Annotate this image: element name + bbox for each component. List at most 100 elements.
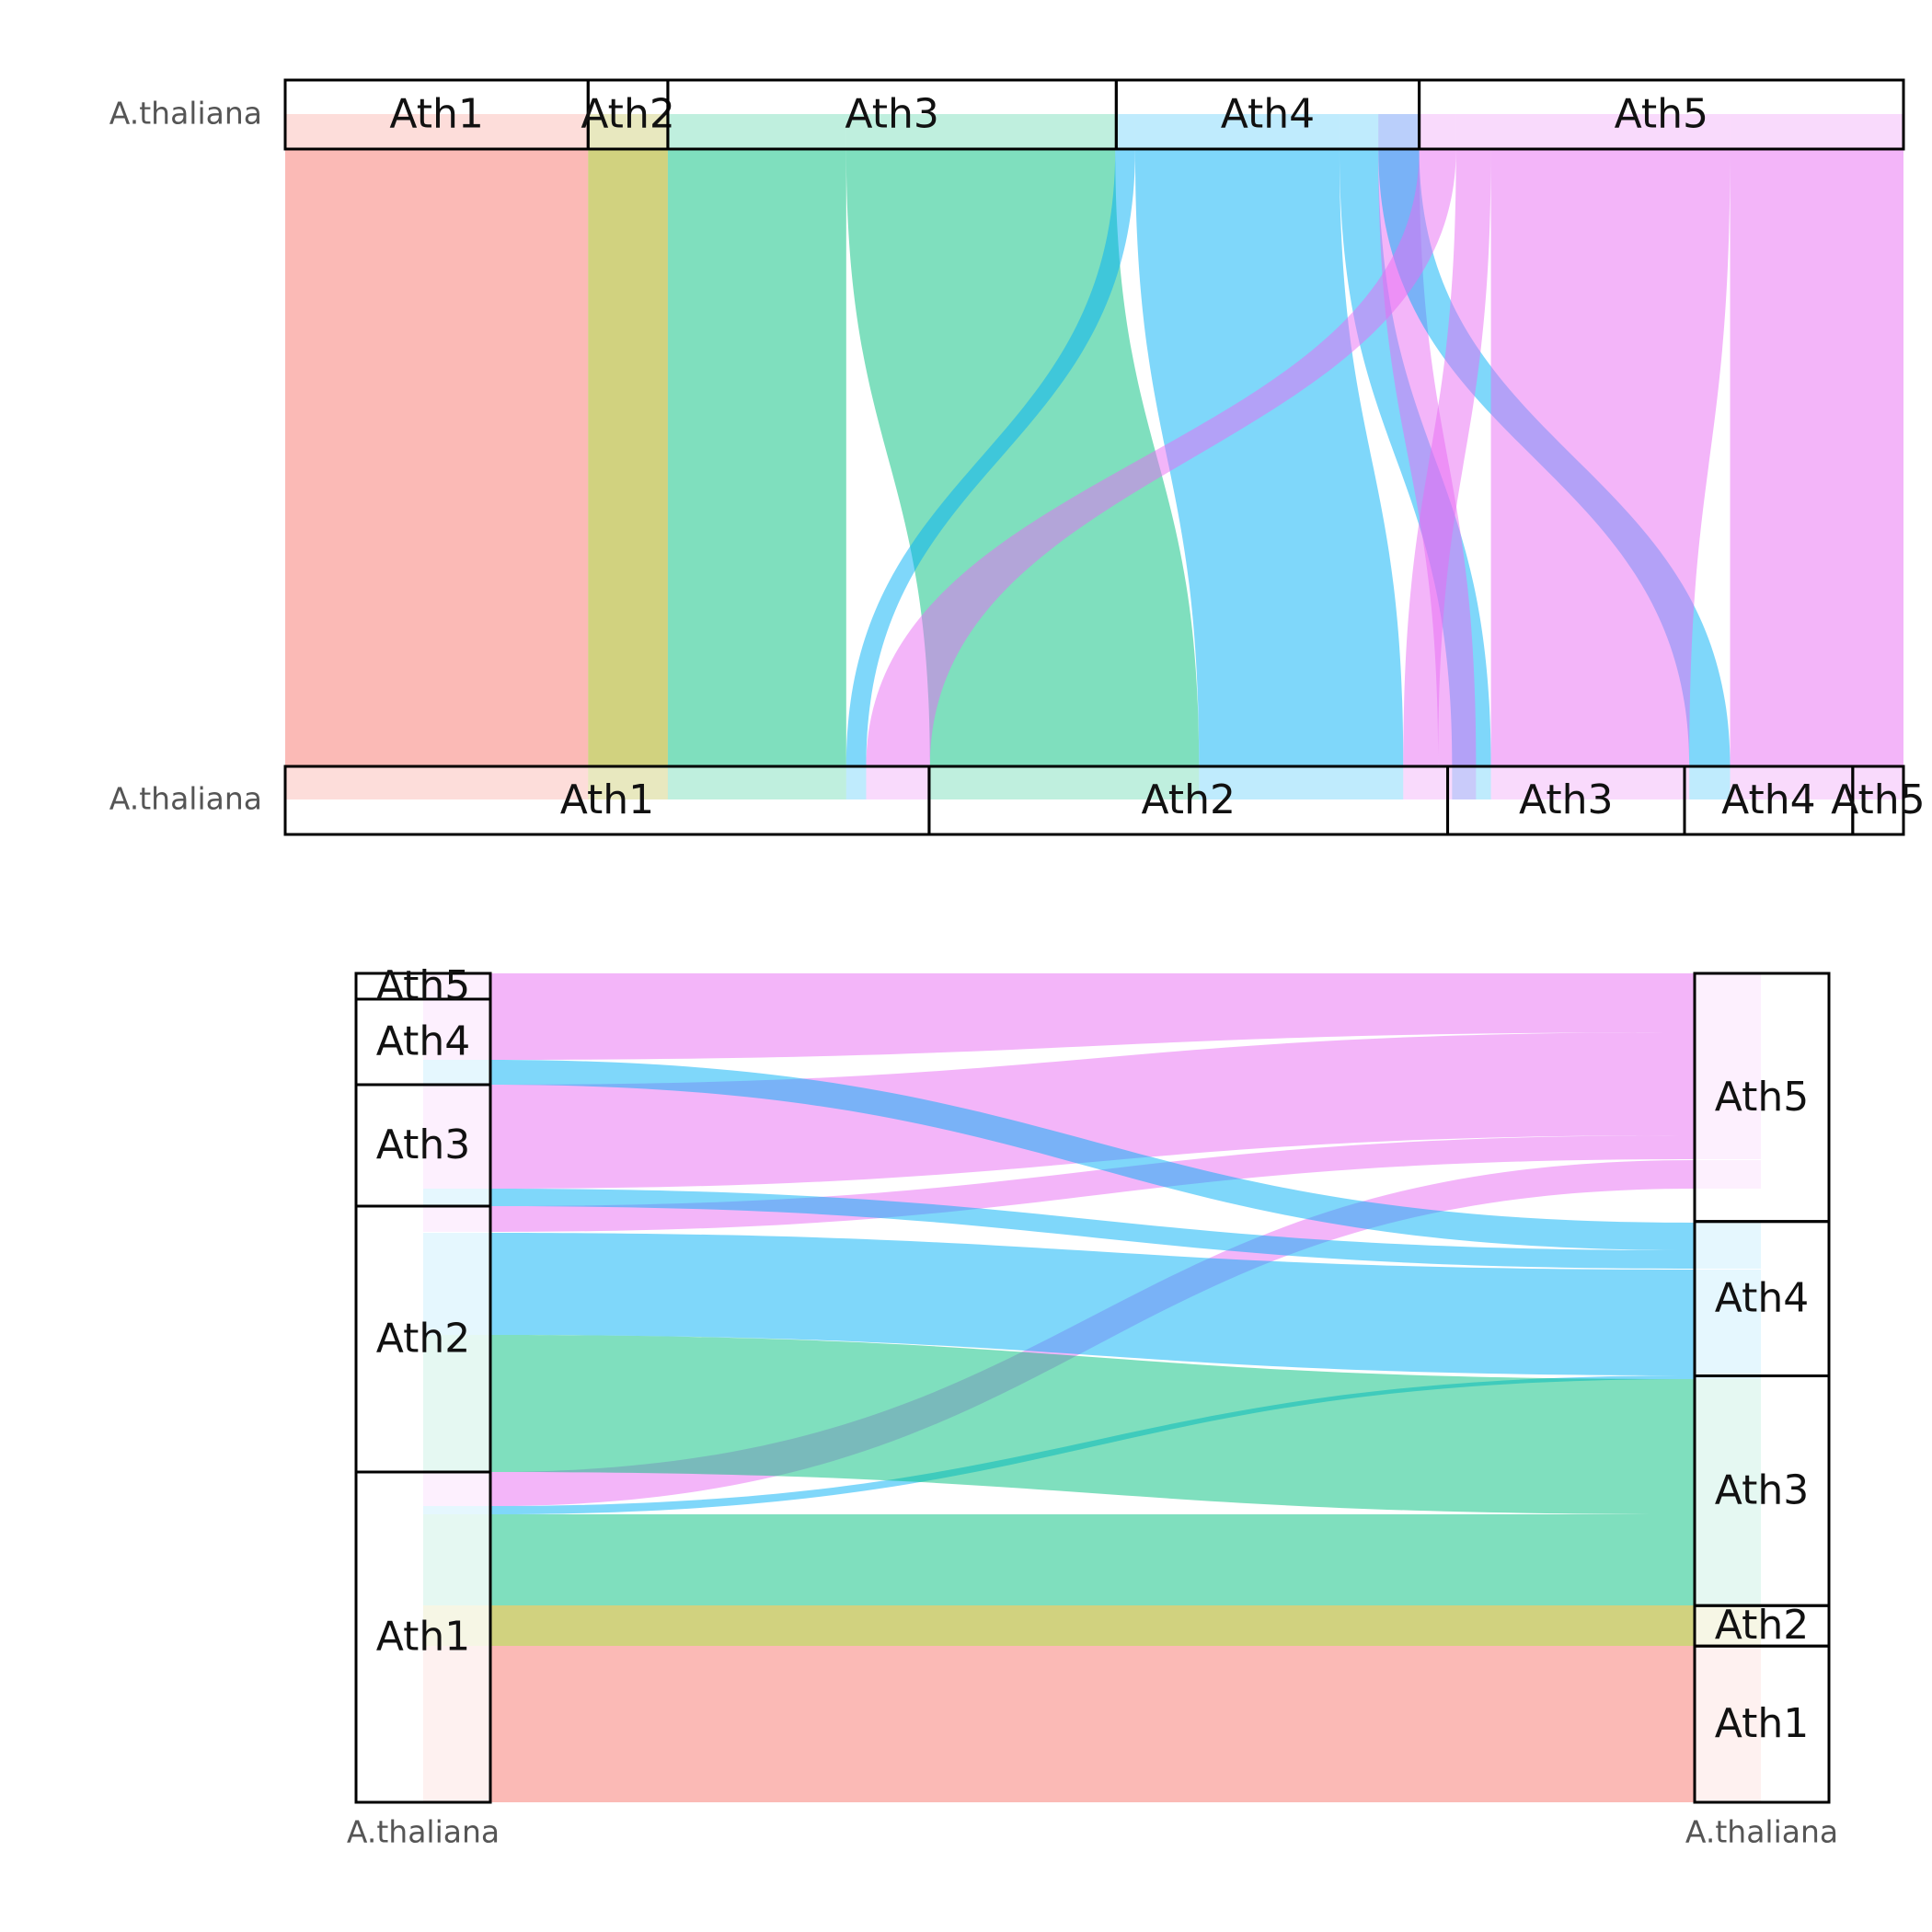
right-genome-label: A.thaliana xyxy=(1685,1814,1838,1850)
left-chrom-label: Ath3 xyxy=(376,1121,470,1168)
left-genome-label: A.thaliana xyxy=(347,1814,500,1850)
left-chrom-label: Ath2 xyxy=(376,1316,470,1363)
link-layer xyxy=(423,973,1761,1802)
top-chrom-label: Ath3 xyxy=(845,91,938,138)
top-strip xyxy=(285,114,589,149)
top-strip xyxy=(845,114,1116,149)
top-strip xyxy=(1115,114,1135,149)
right-strip xyxy=(1695,1223,1761,1250)
synteny-link xyxy=(490,973,1695,1060)
bottom-strip xyxy=(667,766,846,799)
left-strip xyxy=(423,1646,490,1802)
left-chrom-label: Ath4 xyxy=(376,1018,470,1065)
synteny-link xyxy=(667,149,846,766)
left-strip xyxy=(423,1335,490,1472)
top-strip xyxy=(1730,114,1903,149)
top-strip xyxy=(1134,114,1340,149)
top-strip xyxy=(1419,114,1456,149)
bottom-chrom-ath5 xyxy=(1851,765,1905,836)
left-strip xyxy=(423,1189,490,1206)
left-chrom-ath5 xyxy=(354,972,492,1001)
right-strip xyxy=(1695,1605,1761,1646)
top-chrom-label: Ath5 xyxy=(1615,91,1708,138)
top-strip xyxy=(667,114,846,149)
left-strip xyxy=(423,1085,490,1189)
left-strip xyxy=(423,1233,490,1335)
synteny-link xyxy=(490,1646,1695,1802)
top-chrom-ath5 xyxy=(1418,78,1905,151)
right-chrom-label: Ath3 xyxy=(1715,1466,1809,1513)
bottom-chrom-label: Ath3 xyxy=(1519,776,1613,823)
left-strip xyxy=(423,1206,490,1232)
bottom-chrom-label: Ath1 xyxy=(560,776,654,823)
bottom-strip xyxy=(845,766,867,799)
left-chrom-label: Ath1 xyxy=(376,1614,470,1661)
sankey-chart-vertical: Ath1 Ath2 Ath3 Ath4 Ath5 Ath1 Ath2 Ath3 Ath4 Ath5… xyxy=(347,962,1838,1850)
right-chrom-ath5 xyxy=(1693,972,1831,1224)
top-strip xyxy=(1378,114,1420,149)
left-chrom-label: Ath5 xyxy=(376,962,470,1009)
right-strip xyxy=(1695,1270,1761,1375)
right-strip xyxy=(1695,973,1761,1032)
left-strip xyxy=(423,1472,490,1506)
synteny-link xyxy=(490,1233,1695,1375)
bottom-strip xyxy=(1438,766,1477,799)
bottom-chrom-label: Ath5 xyxy=(1831,776,1925,823)
synteny-link xyxy=(490,1514,1695,1605)
synteny-link xyxy=(490,1189,1695,1269)
top-strip xyxy=(1490,114,1731,149)
top-chrom-label: Ath1 xyxy=(389,91,483,138)
synteny-link xyxy=(490,1032,1695,1189)
bottom-strip xyxy=(1403,766,1439,799)
top-chrom-label: Ath2 xyxy=(581,91,674,138)
synteny-link xyxy=(588,149,668,766)
synteny-link xyxy=(490,1060,1695,1250)
synteny-link xyxy=(1730,149,1903,766)
left-strip xyxy=(423,1514,490,1605)
bottom-strip xyxy=(588,766,668,799)
bottom-chrom-label: Ath4 xyxy=(1721,776,1815,823)
synteny-link xyxy=(490,1605,1695,1646)
bottom-strip xyxy=(1199,766,1404,799)
link-layer xyxy=(285,114,1903,799)
left-strip xyxy=(423,973,490,1060)
right-strip xyxy=(1695,1032,1761,1135)
synteny-link xyxy=(1490,149,1731,766)
bottom-chrom-label: Ath2 xyxy=(1141,776,1235,823)
top-genome-label: A.thaliana xyxy=(109,96,262,132)
right-strip xyxy=(1695,1250,1761,1269)
bottom-strip xyxy=(929,766,1200,799)
right-strip xyxy=(1695,1646,1761,1802)
bottom-strip xyxy=(1730,766,1903,799)
synteny-link xyxy=(1134,149,1404,766)
bottom-strip xyxy=(1689,766,1731,799)
right-strip xyxy=(1695,1379,1761,1514)
sankey-chart-horizontal: Ath1 Ath2 Ath3 Ath4 Ath5 Ath1 Ath2 Ath3 Ath4 Ath5… xyxy=(109,78,1926,836)
right-strip xyxy=(1695,1514,1761,1605)
synteny-link xyxy=(1403,149,1491,766)
bottom-strip xyxy=(285,766,589,799)
top-chrom-label: Ath4 xyxy=(1221,91,1315,138)
bottom-strip xyxy=(1452,766,1491,799)
top-strip xyxy=(1339,114,1379,149)
left-strip xyxy=(423,1506,490,1514)
synteny-link xyxy=(1378,149,1477,766)
top-strip xyxy=(588,114,668,149)
left-strip xyxy=(423,1605,490,1646)
synteny-link xyxy=(285,149,589,766)
bottom-strip xyxy=(866,766,930,799)
right-strip xyxy=(1695,1135,1761,1159)
right-chrom-label: Ath5 xyxy=(1715,1074,1809,1121)
synteny-link xyxy=(845,149,1135,766)
right-chrom-label: Ath2 xyxy=(1715,1602,1809,1649)
right-chrom-label: Ath4 xyxy=(1715,1275,1809,1322)
left-strip xyxy=(423,1060,490,1085)
right-strip xyxy=(1695,1160,1761,1189)
top-strip xyxy=(1455,114,1491,149)
right-chrom-label: Ath1 xyxy=(1715,1700,1809,1747)
bottom-genome-label: A.thaliana xyxy=(109,781,262,817)
top-strip xyxy=(1378,114,1420,149)
synteny-link xyxy=(866,149,1456,766)
bottom-strip xyxy=(1490,766,1690,799)
